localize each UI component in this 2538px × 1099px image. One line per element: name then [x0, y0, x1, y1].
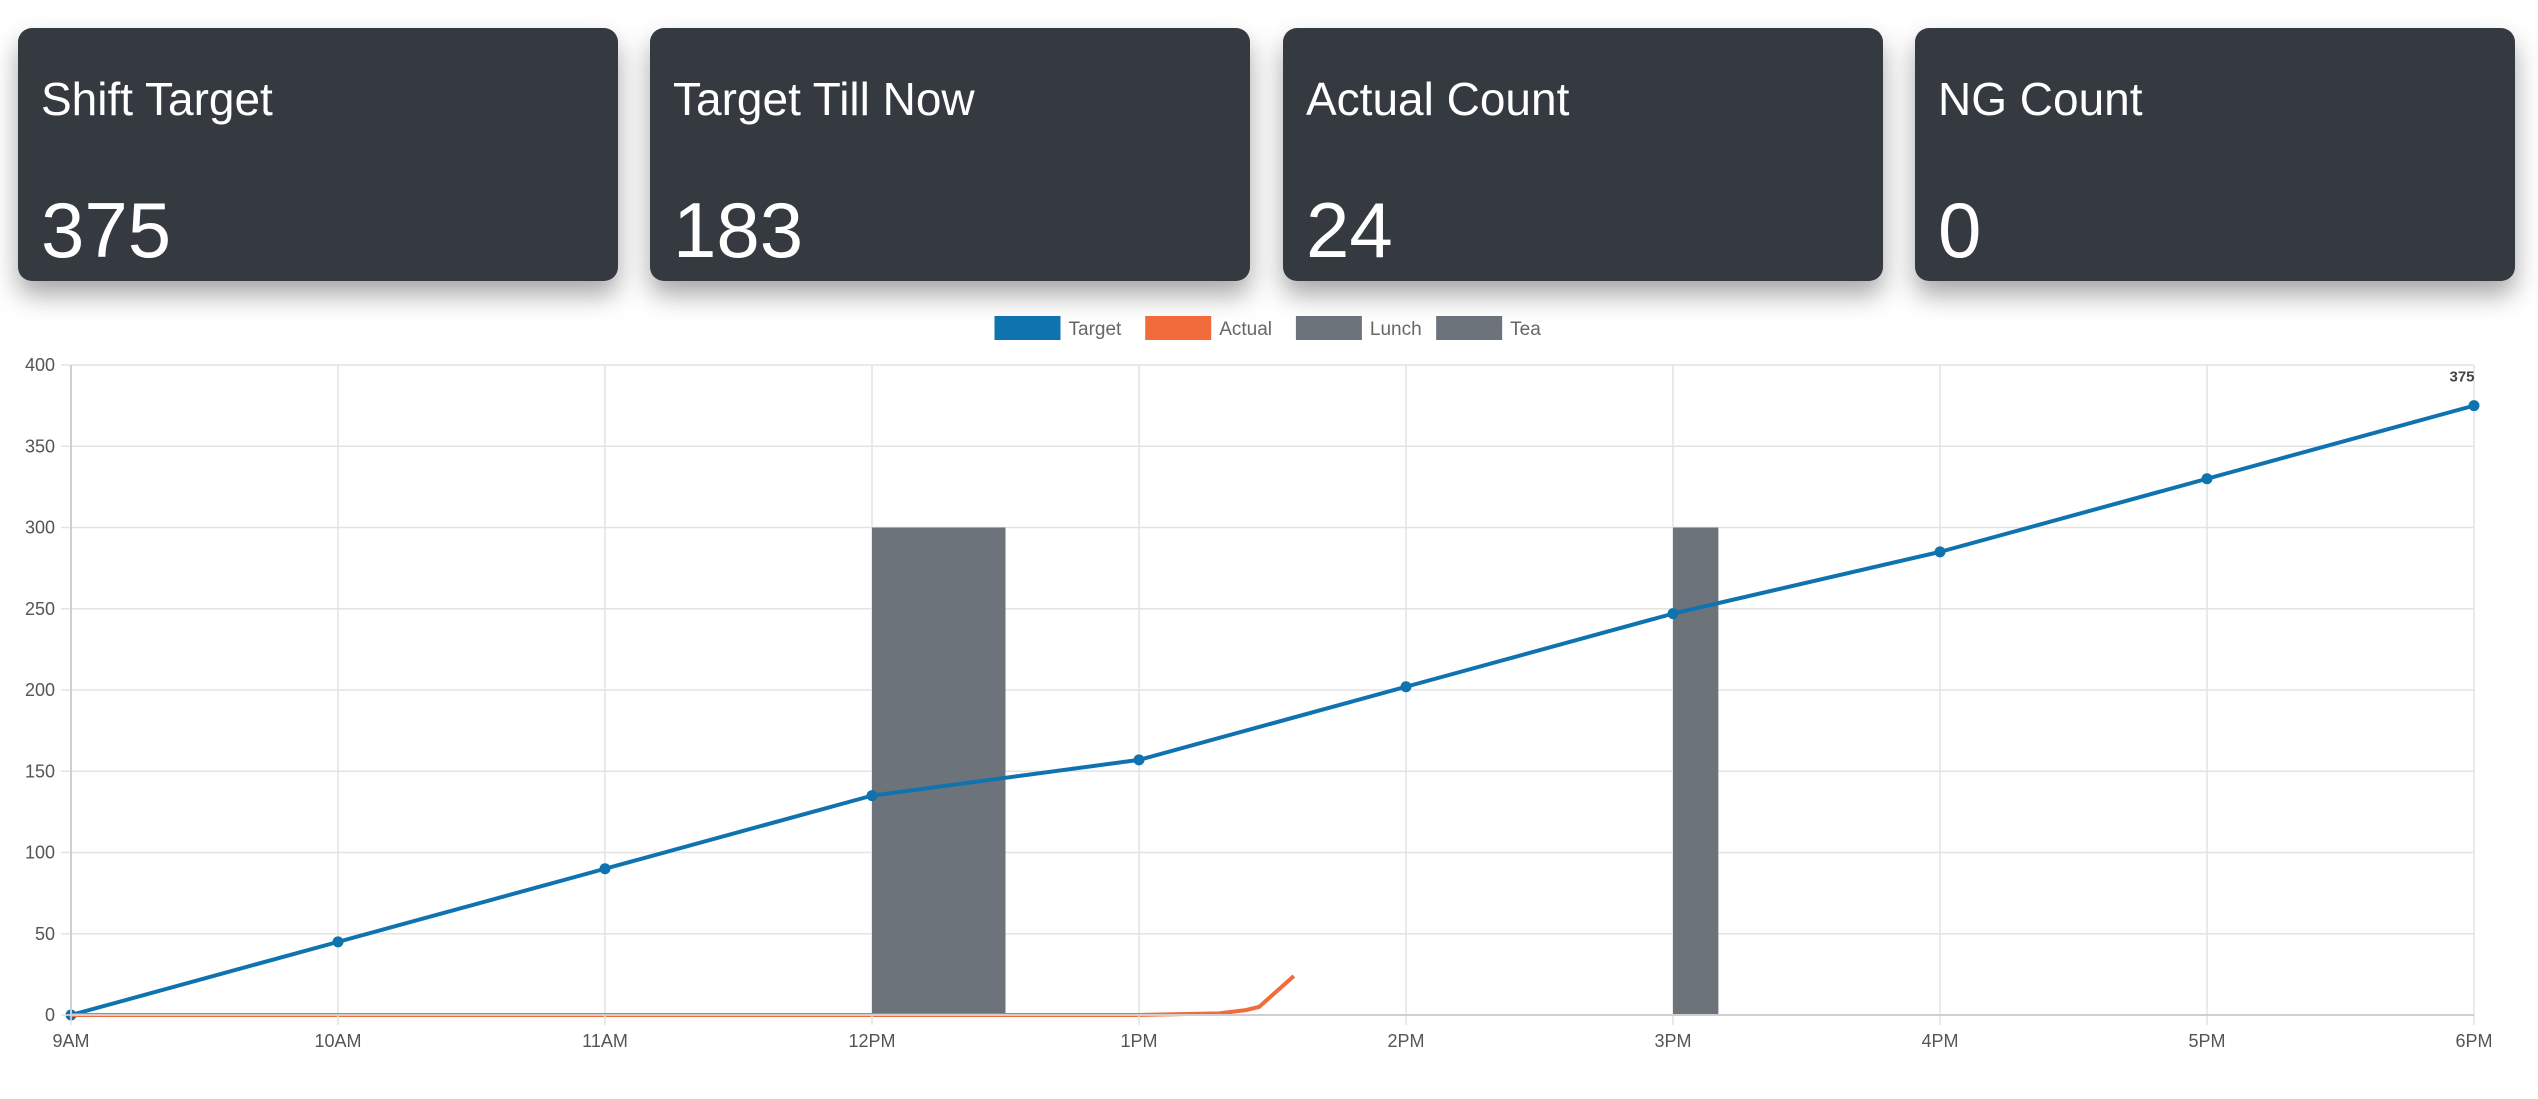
y-tick-label: 400 [25, 355, 55, 375]
legend-item-lunch[interactable]: Lunch [1295, 316, 1422, 340]
legend-label: Actual [1219, 319, 1272, 340]
y-tick-label: 0 [45, 1005, 55, 1025]
card-title: Target Till Now [673, 73, 975, 125]
shift-target-card: Shift Target 375 [18, 28, 618, 281]
legend-item-actual[interactable]: Actual [1145, 316, 1272, 340]
x-tick-label: 9AM [52, 1031, 89, 1051]
legend-label: Tea [1510, 319, 1541, 340]
card-value: 0 [1938, 186, 1982, 274]
ng-count-card: NG Count 0 [1915, 28, 2515, 281]
y-tick-label: 150 [25, 761, 55, 781]
card-title: NG Count [1938, 73, 2143, 125]
y-tick-label: 300 [25, 518, 55, 538]
chart-legend[interactable]: Target Actual Lunch Tea [994, 316, 1542, 340]
lunch-break-bar [872, 527, 1006, 1015]
target-point [599, 863, 611, 875]
y-tick-label: 350 [25, 436, 55, 456]
x-tick-label: 5PM [2188, 1031, 2225, 1051]
card-value: 375 [41, 186, 172, 274]
x-tick-label: 2PM [1387, 1031, 1424, 1051]
x-tick-label: 3PM [1654, 1031, 1691, 1051]
target-point [1667, 608, 1679, 620]
target-point [2468, 400, 2480, 412]
target-point [1133, 754, 1145, 766]
legend-label: Lunch [1370, 319, 1422, 340]
tea-break-bar [1673, 527, 1719, 1015]
x-tick-label: 10AM [314, 1031, 361, 1051]
summary-cards: Shift Target 375 Target Till Now 183 Act… [0, 0, 2538, 300]
production-chart: 375 0 50 100 150 200 250 300 350 400 9AM 10AM 11AM 1… [0, 310, 2538, 1094]
y-tick-label: 100 [25, 843, 55, 863]
series-lines: 375 [65, 369, 2480, 1021]
legend-label: Target [1069, 319, 1123, 340]
y-tick-label: 200 [25, 680, 55, 700]
y-tick-label: 250 [25, 599, 55, 619]
card-value: 24 [1306, 186, 1393, 274]
chart-svg: 375 0 50 100 150 200 250 300 350 400 9AM 10AM 11AM 1… [25, 316, 2493, 1051]
legend-item-tea[interactable]: Tea [1436, 316, 1541, 340]
card-title: Shift Target [41, 73, 273, 125]
legend-item-target[interactable]: Target [994, 316, 1123, 340]
x-tick-label: 1PM [1120, 1031, 1157, 1051]
actual-series-line [71, 974, 1296, 1017]
card-value: 183 [673, 186, 804, 274]
target-point [1400, 681, 1412, 693]
target-point [866, 790, 878, 802]
target-till-now-card: Target Till Now 183 [650, 28, 1250, 281]
legend-swatch [1145, 316, 1212, 340]
target-end-data-label: 375 [2449, 369, 2474, 386]
x-tick-label: 12PM [848, 1031, 895, 1051]
target-point [1934, 546, 1946, 558]
x-tick-label: 4PM [1921, 1031, 1958, 1051]
x-tick-label: 6PM [2455, 1031, 2492, 1051]
target-series-line [70, 403, 2475, 1017]
y-tick-label: 50 [35, 924, 55, 944]
axes: 0 50 100 150 200 250 300 350 400 9AM 10AM 11AM 12PM 1… [25, 355, 2493, 1051]
actual-count-card: Actual Count 24 [1283, 28, 1883, 281]
x-tick-label: 11AM [582, 1031, 628, 1051]
legend-swatch [1295, 316, 1362, 340]
target-point [332, 936, 344, 948]
legend-swatch [1436, 316, 1503, 340]
legend-swatch [994, 316, 1061, 340]
target-point [2201, 473, 2213, 485]
card-title: Actual Count [1306, 73, 1570, 125]
